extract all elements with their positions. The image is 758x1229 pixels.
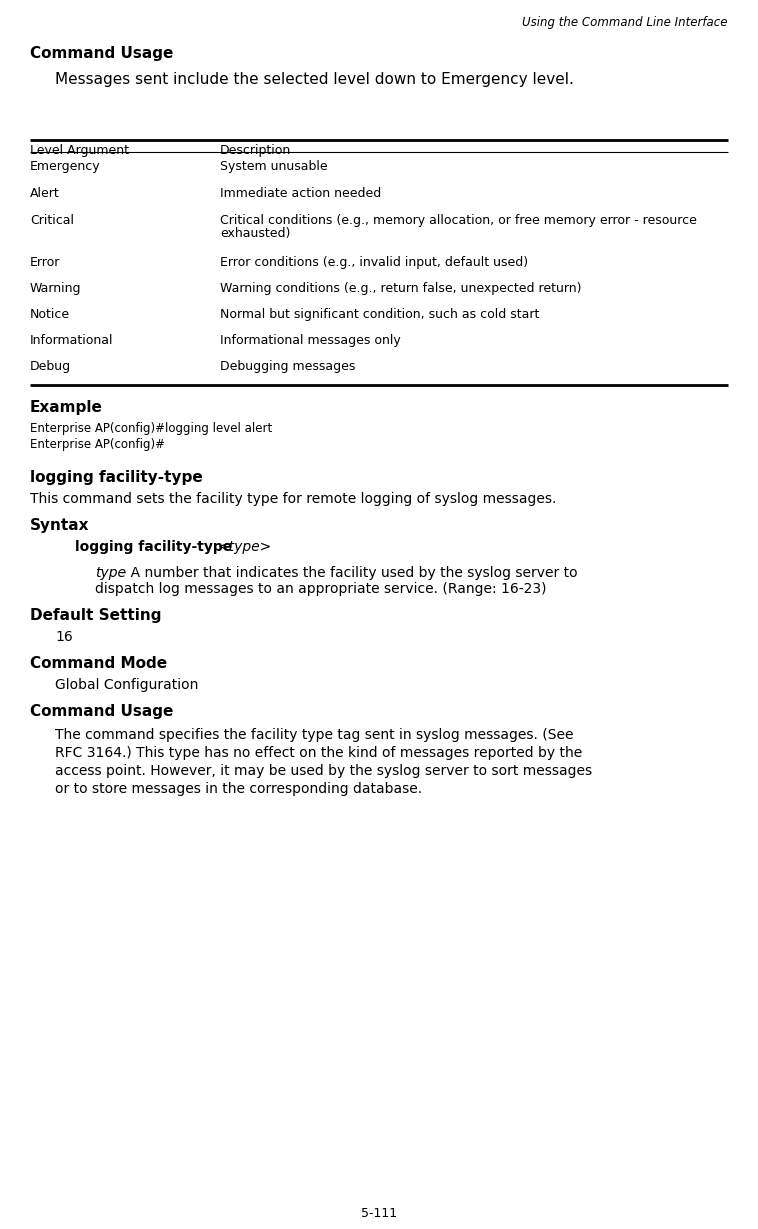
Text: Notice: Notice <box>30 308 70 321</box>
Text: Critical: Critical <box>30 214 74 227</box>
Text: Enterprise AP(config)#: Enterprise AP(config)# <box>30 438 165 451</box>
Text: Error conditions (e.g., invalid input, default used): Error conditions (e.g., invalid input, d… <box>220 256 528 269</box>
Text: Critical conditions (e.g., memory allocation, or free memory error - resource: Critical conditions (e.g., memory alloca… <box>220 214 697 227</box>
Text: or to store messages in the corresponding database.: or to store messages in the correspondin… <box>55 782 422 796</box>
Text: Emergency: Emergency <box>30 160 101 173</box>
Text: This command sets the facility type for remote logging of syslog messages.: This command sets the facility type for … <box>30 492 556 506</box>
Text: dispatch log messages to an appropriate service. (Range: 16-23): dispatch log messages to an appropriate … <box>95 583 547 596</box>
Text: Syntax: Syntax <box>30 517 89 533</box>
Text: - A number that indicates the facility used by the syslog server to: - A number that indicates the facility u… <box>117 567 578 580</box>
Text: Messages sent include the selected level down to Emergency level.: Messages sent include the selected level… <box>55 73 574 87</box>
Text: access point. However, it may be used by the syslog server to sort messages: access point. However, it may be used by… <box>55 764 592 778</box>
Text: Default Setting: Default Setting <box>30 608 161 623</box>
Text: Using the Command Line Interface: Using the Command Line Interface <box>522 16 728 29</box>
Text: logging facility-type: logging facility-type <box>75 540 237 554</box>
Text: Warning: Warning <box>30 281 82 295</box>
Text: Alert: Alert <box>30 187 60 200</box>
Text: <type>: <type> <box>218 540 272 554</box>
Text: Error: Error <box>30 256 61 269</box>
Text: Immediate action needed: Immediate action needed <box>220 187 381 200</box>
Text: Command Usage: Command Usage <box>30 45 174 61</box>
Text: Description: Description <box>220 144 291 157</box>
Text: exhausted): exhausted) <box>220 227 290 240</box>
Text: Command Usage: Command Usage <box>30 704 174 719</box>
Text: Level Argument: Level Argument <box>30 144 129 157</box>
Text: Informational messages only: Informational messages only <box>220 334 401 347</box>
Text: 5-111: 5-111 <box>361 1207 397 1220</box>
Text: Global Configuration: Global Configuration <box>55 678 199 692</box>
Text: type: type <box>95 567 126 580</box>
Text: Example: Example <box>30 399 103 415</box>
Text: The command specifies the facility type tag sent in syslog messages. (See: The command specifies the facility type … <box>55 728 574 742</box>
Text: Normal but significant condition, such as cold start: Normal but significant condition, such a… <box>220 308 540 321</box>
Text: Enterprise AP(config)#logging level alert: Enterprise AP(config)#logging level aler… <box>30 422 272 435</box>
Text: logging facility-type: logging facility-type <box>30 469 202 485</box>
Text: Command Mode: Command Mode <box>30 656 167 671</box>
Text: Warning conditions (e.g., return false, unexpected return): Warning conditions (e.g., return false, … <box>220 281 581 295</box>
Text: RFC 3164.) This type has no effect on the kind of messages reported by the: RFC 3164.) This type has no effect on th… <box>55 746 582 760</box>
Text: System unusable: System unusable <box>220 160 327 173</box>
Text: Debug: Debug <box>30 360 71 372</box>
Text: Debugging messages: Debugging messages <box>220 360 356 372</box>
Text: 16: 16 <box>55 630 73 644</box>
Text: Informational: Informational <box>30 334 114 347</box>
